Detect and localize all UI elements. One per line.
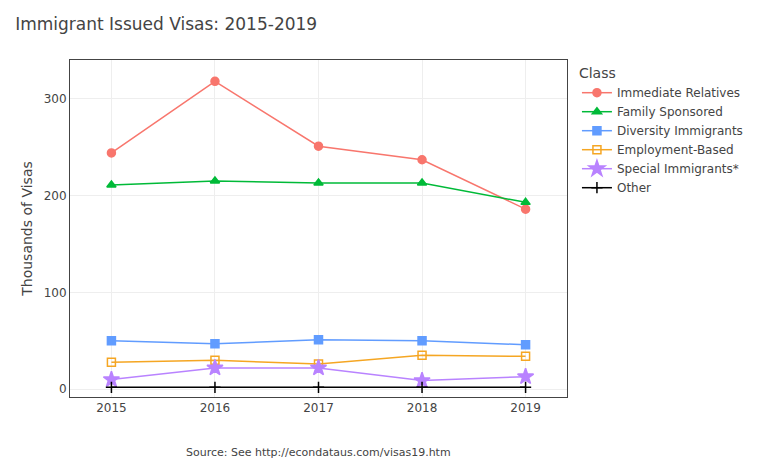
- svg-text:Special Immigrants*: Special Immigrants*: [617, 162, 739, 176]
- svg-text:200: 200: [44, 189, 67, 203]
- svg-text:Class: Class: [579, 65, 616, 81]
- svg-text:300: 300: [44, 92, 67, 106]
- svg-text:Employment-Based: Employment-Based: [617, 143, 734, 157]
- svg-text:2015: 2015: [96, 401, 127, 415]
- svg-text:Source: See http://econdataus.: Source: See http://econdataus.com/visas1…: [186, 446, 451, 459]
- svg-text:100: 100: [44, 286, 67, 300]
- svg-text:Immigrant Issued Visas: 2015-2: Immigrant Issued Visas: 2015-2019: [15, 14, 317, 34]
- svg-text:Thousands of Visas: Thousands of Visas: [19, 161, 35, 297]
- svg-text:Other: Other: [617, 181, 651, 195]
- svg-text:Diversity Immigrants: Diversity Immigrants: [617, 124, 743, 138]
- svg-text:0: 0: [59, 382, 67, 396]
- svg-text:2018: 2018: [407, 401, 438, 415]
- svg-text:2017: 2017: [303, 401, 334, 415]
- svg-text:2016: 2016: [200, 401, 231, 415]
- svg-text:Family Sponsored: Family Sponsored: [617, 105, 723, 119]
- svg-text:Immediate Relatives: Immediate Relatives: [617, 86, 740, 100]
- svg-text:2019: 2019: [510, 401, 541, 415]
